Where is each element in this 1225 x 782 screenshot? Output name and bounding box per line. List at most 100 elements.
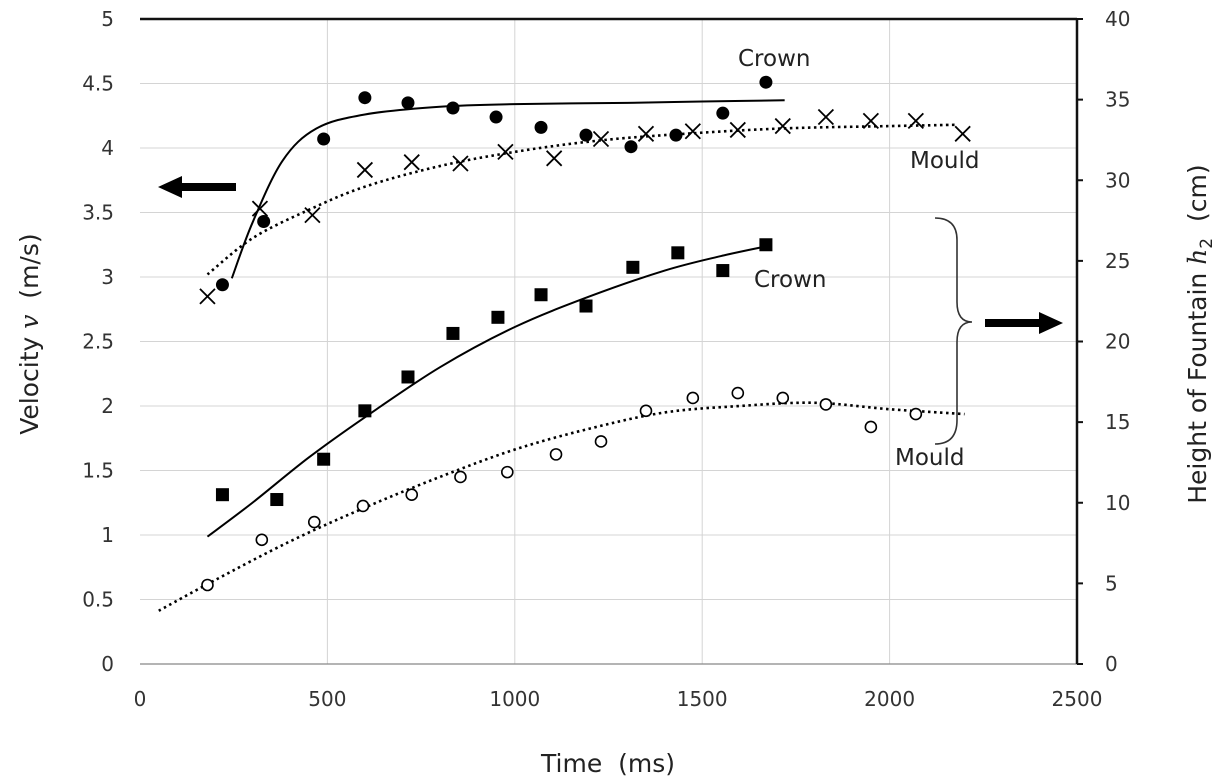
y2-tick-label: 15 (1105, 410, 1130, 434)
tick-labels: 0 500 1000 1500 2000 250000.511.522.533.544.5… (82, 7, 1130, 711)
x-tick-label: 2000 (864, 687, 915, 711)
marker-cross (774, 117, 791, 135)
y2-tick-label: 30 (1105, 168, 1130, 192)
y-tick-label: 3.5 (82, 201, 114, 225)
marker-filled-circle (489, 110, 503, 124)
marker-open-circle (776, 391, 790, 405)
marker-filled-circle (215, 278, 229, 292)
y2-tick-label: 5 (1105, 571, 1118, 595)
marker-filled-square (215, 488, 229, 502)
y-tick-label: 1.5 (82, 459, 114, 483)
y-axis-title-unit: (m/s) (15, 233, 44, 298)
marker-open-circle (454, 470, 467, 484)
marker-filled-square (270, 493, 284, 507)
marker-cross (637, 125, 655, 142)
y-tick-label: 4 (101, 136, 114, 160)
x-axis-title: Time (ms) (540, 749, 675, 778)
fit-line-1 (206, 123, 958, 276)
x-tick-label: 1500 (677, 687, 728, 711)
grid (140, 19, 1077, 664)
marker-cross (251, 200, 269, 217)
marker-open-circle (307, 515, 321, 529)
marker-cross (199, 288, 216, 305)
annotation-crown-height: Crown (754, 267, 826, 293)
marker-filled-circle (401, 96, 415, 110)
marker-filled-square (446, 326, 460, 340)
annotation-mould-height: Mould (895, 445, 964, 471)
marker-open-circle (909, 407, 923, 421)
y-tick-label: 5 (101, 7, 114, 31)
y-tick-label: 1 (101, 523, 114, 547)
marker-filled-circle (624, 140, 638, 154)
annotation-crown-velocity: Crown (738, 46, 810, 72)
fit-line-3 (158, 401, 965, 612)
y2-axis-title-sub: 2 (1197, 238, 1217, 249)
marker-filled-square (534, 288, 548, 302)
y-tick-label: 4.5 (82, 72, 114, 96)
y2-tick-label: 0 (1105, 652, 1118, 676)
marker-filled-circle (759, 75, 773, 89)
marker-filled-circle (257, 215, 271, 229)
marker-cross (356, 161, 374, 179)
marker-cross (907, 112, 924, 130)
marker-filled-circle (534, 120, 548, 134)
y2-axis-title-text: Height of Fountain (1183, 273, 1212, 504)
y2-tick-label: 35 (1105, 88, 1130, 112)
marker-filled-circle (716, 106, 730, 120)
marker-cross (403, 154, 420, 171)
x-tick-label: 1000 (489, 687, 540, 711)
marker-cross (546, 150, 563, 167)
marker-filled-square (716, 264, 730, 278)
marker-filled-circle (317, 132, 331, 146)
marker-cross (729, 121, 746, 139)
marker-filled-square (358, 404, 372, 418)
marker-filled-circle (669, 128, 683, 142)
marker-cross (452, 155, 469, 172)
marker-open-circle (864, 420, 878, 434)
marker-filled-square (626, 260, 640, 274)
marker-filled-square (579, 299, 593, 313)
marker-filled-square (317, 452, 331, 466)
y-axis-title: Velocity v (m/s) (15, 210, 44, 475)
marker-filled-circle (446, 101, 460, 115)
y-tick-label: 2 (101, 394, 114, 418)
marker-cross (304, 206, 321, 224)
marker-open-circle (594, 435, 608, 448)
marker-filled-circle (579, 128, 593, 142)
marker-open-circle (501, 465, 514, 479)
marker-filled-circle (358, 91, 372, 105)
y-tick-label: 2.5 (82, 330, 114, 354)
y2-tick-label: 25 (1105, 249, 1130, 273)
marker-filled-square (759, 238, 773, 252)
fit-line-2 (206, 245, 767, 538)
left-arrow-icon (158, 176, 236, 198)
marker-cross (497, 143, 514, 161)
y-tick-label: 3 (101, 265, 114, 289)
marker-open-circle (255, 533, 269, 547)
y2-axis-title-unit: (cm) (1183, 164, 1212, 222)
x-tick-label: 500 (308, 687, 346, 711)
marker-open-circle (356, 499, 370, 513)
marker-cross (817, 108, 835, 126)
marker-filled-square (671, 246, 685, 260)
marker-open-circle (549, 448, 563, 461)
marker-open-circle (731, 386, 745, 400)
marker-cross (954, 125, 971, 142)
marker-filled-square (401, 370, 415, 384)
data-markers (199, 75, 971, 592)
marker-open-circle (405, 488, 419, 501)
y-tick-label: 0 (101, 652, 114, 676)
fit-line-0 (230, 99, 785, 279)
fit-lines (158, 99, 965, 612)
x-tick-label: 0 (134, 687, 147, 711)
y2-tick-label: 40 (1105, 7, 1130, 31)
y-axis-title-text: Velocity (15, 336, 44, 434)
annotation-mould-velocity: Mould (910, 148, 979, 174)
y2-tick-label: 10 (1105, 491, 1130, 515)
marker-filled-square (491, 310, 505, 324)
y-tick-label: 0.5 (82, 588, 114, 612)
marker-open-circle (819, 398, 833, 411)
marker-cross (684, 123, 701, 140)
marker-cross (862, 112, 879, 130)
